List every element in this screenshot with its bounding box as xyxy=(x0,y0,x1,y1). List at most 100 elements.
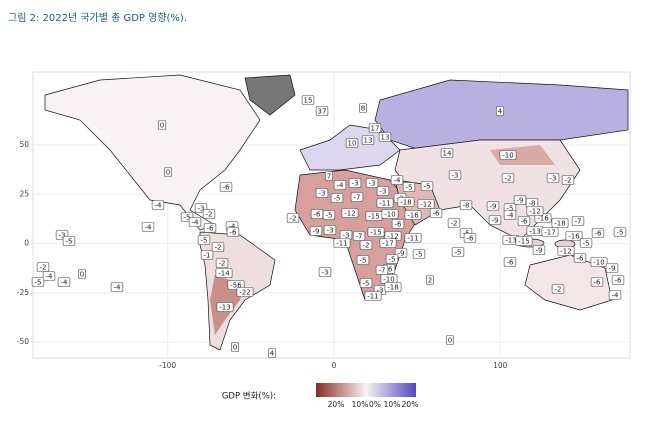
country-label: -6 xyxy=(595,230,603,238)
label-box xyxy=(412,249,426,259)
country-label: -2 xyxy=(219,260,226,268)
country-label: -6 xyxy=(386,266,394,274)
country-label: -7 xyxy=(575,218,582,226)
country-label: -5 xyxy=(363,280,370,288)
country-label: -2 xyxy=(206,211,213,219)
country-label: -56 xyxy=(230,282,242,290)
label-box xyxy=(301,95,315,105)
label-box xyxy=(551,284,565,294)
label-box xyxy=(379,238,397,248)
country-label: -3 xyxy=(377,287,384,295)
country-label: 17 xyxy=(371,125,380,133)
country-label: -5 xyxy=(35,279,42,287)
country-label: -5 xyxy=(201,237,208,245)
label-box xyxy=(391,219,405,229)
label-box xyxy=(348,178,362,188)
country-label: -12 xyxy=(387,233,398,241)
label-box xyxy=(158,120,167,130)
country-label: -12 xyxy=(529,208,540,216)
country-label: 10 xyxy=(348,140,357,148)
country-label: -4 xyxy=(612,292,620,300)
label-box xyxy=(503,257,517,267)
north-america xyxy=(44,74,261,231)
country-label: -6 xyxy=(507,259,515,267)
country-label: -11 xyxy=(379,200,390,208)
label-box xyxy=(164,167,173,177)
country-label: -4 xyxy=(46,273,54,281)
label-box xyxy=(397,197,415,207)
country-label: -3 xyxy=(352,180,359,188)
label-box xyxy=(151,200,165,210)
country-label: 0 xyxy=(448,337,452,345)
label-box xyxy=(447,218,461,228)
country-label: 14 xyxy=(443,150,452,158)
country-label: -3 xyxy=(550,175,557,183)
country-label: -9 xyxy=(313,228,320,236)
label-box xyxy=(390,175,404,185)
country-label: -3 xyxy=(319,190,326,198)
legend-title: GDP 변화(%): xyxy=(222,391,276,402)
country-label: -5 xyxy=(389,256,396,264)
label-box xyxy=(364,291,382,301)
label-box xyxy=(605,263,619,273)
label-box xyxy=(197,235,211,245)
country-label: -11 xyxy=(407,235,418,243)
country-label: -6 xyxy=(594,279,602,287)
country-label: -6 xyxy=(521,218,529,226)
label-box xyxy=(352,231,366,241)
country-label: -4 xyxy=(394,177,402,185)
label-box xyxy=(330,193,344,203)
country-label: -12 xyxy=(344,210,355,218)
country-label: -11 xyxy=(367,293,378,301)
y-tick-label: 25 xyxy=(19,189,29,198)
country-label: -13 xyxy=(219,304,230,312)
label-box xyxy=(378,132,392,142)
label-box xyxy=(322,210,336,220)
country-label: -2 xyxy=(555,286,562,294)
label-box xyxy=(236,287,254,297)
country-label: -3 xyxy=(380,188,387,196)
label-box xyxy=(219,182,233,192)
north-china xyxy=(490,145,555,165)
label-box xyxy=(323,225,337,235)
country-label: -8 xyxy=(529,200,536,208)
label-box xyxy=(579,238,593,248)
label-box xyxy=(350,192,364,202)
country-label: -18 xyxy=(387,284,398,292)
label-box xyxy=(404,233,422,243)
label-box xyxy=(358,103,367,113)
country-label: -10 xyxy=(383,276,394,284)
country-label: -3 xyxy=(198,205,205,213)
label-box xyxy=(286,213,300,223)
label-box xyxy=(368,123,382,133)
x-tick-label: 0 xyxy=(332,361,337,370)
country-label: -5 xyxy=(406,184,413,192)
label-box xyxy=(202,209,216,219)
label-box xyxy=(324,171,333,181)
label-box xyxy=(495,106,504,116)
label-box xyxy=(590,277,604,287)
country-label: -2 xyxy=(451,220,458,228)
country-label: -5 xyxy=(507,205,514,213)
label-box xyxy=(215,268,233,278)
legend-tick-label: 10% xyxy=(384,400,401,409)
label-box xyxy=(463,233,477,243)
country-label: -13 xyxy=(529,228,540,236)
country-label: -17 xyxy=(544,229,555,237)
country-label: -5 xyxy=(424,183,431,191)
country-label: 37 xyxy=(318,108,327,116)
country-label: -15 xyxy=(370,229,381,237)
country-label: -2 xyxy=(40,264,47,272)
label-box xyxy=(333,238,351,248)
country-label: -4 xyxy=(61,279,69,287)
label-box xyxy=(57,277,71,287)
country-label: -14 xyxy=(218,270,230,278)
label-box xyxy=(78,269,87,279)
country-label: -15 xyxy=(368,213,379,221)
country-label: 2 xyxy=(428,277,432,285)
country-label: -6 xyxy=(577,255,585,263)
label-box xyxy=(62,236,76,246)
country-label: -8 xyxy=(463,202,470,210)
